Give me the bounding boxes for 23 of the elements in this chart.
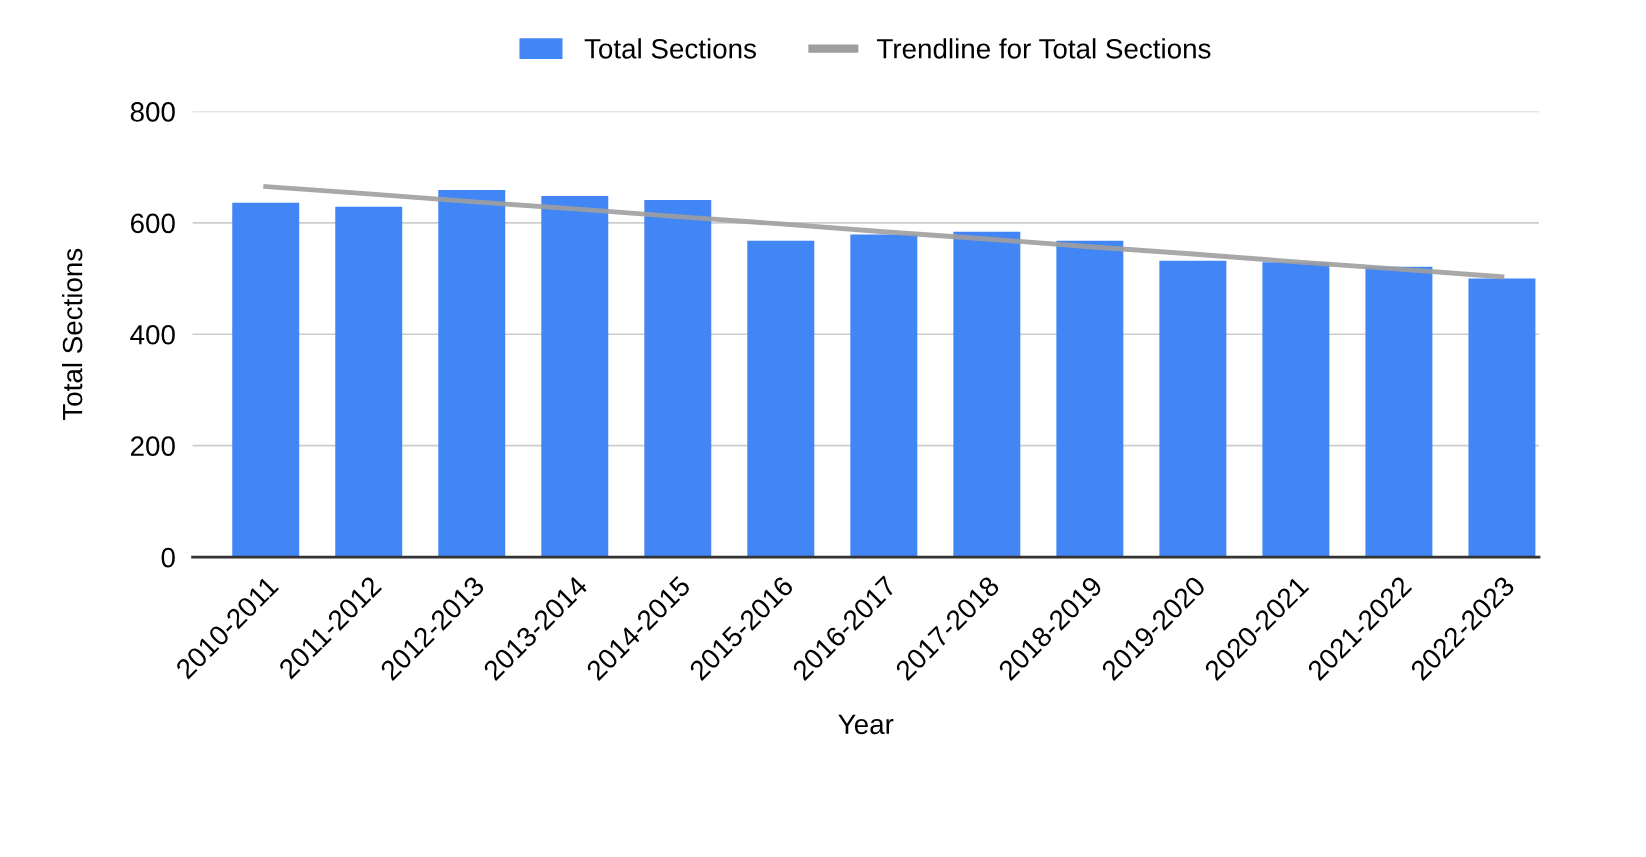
bar xyxy=(644,199,712,558)
bar xyxy=(1159,260,1227,558)
bar xyxy=(438,189,506,558)
line-series xyxy=(263,184,1505,280)
legend-label: Trendline for Total Sections xyxy=(877,38,1211,59)
bar xyxy=(1365,266,1433,558)
bar xyxy=(747,240,815,558)
bar xyxy=(541,196,609,558)
bar xyxy=(953,231,1021,558)
y-tick-label: 600 xyxy=(130,213,175,234)
bar xyxy=(1468,278,1536,558)
y-tick-label: 200 xyxy=(130,436,175,456)
legend-label: Total Sections xyxy=(584,38,756,59)
y-axis-title: Total Sections xyxy=(62,248,83,421)
x-axis-title: Year xyxy=(838,714,894,735)
y-tick-label: 800 xyxy=(130,102,175,122)
bar xyxy=(1056,240,1124,558)
y-tick-label: 400 xyxy=(130,324,175,345)
y-tick-label: 0 xyxy=(161,547,175,568)
bar xyxy=(335,206,403,558)
bar xyxy=(232,202,300,558)
bar xyxy=(850,234,918,558)
bar xyxy=(1262,262,1330,558)
